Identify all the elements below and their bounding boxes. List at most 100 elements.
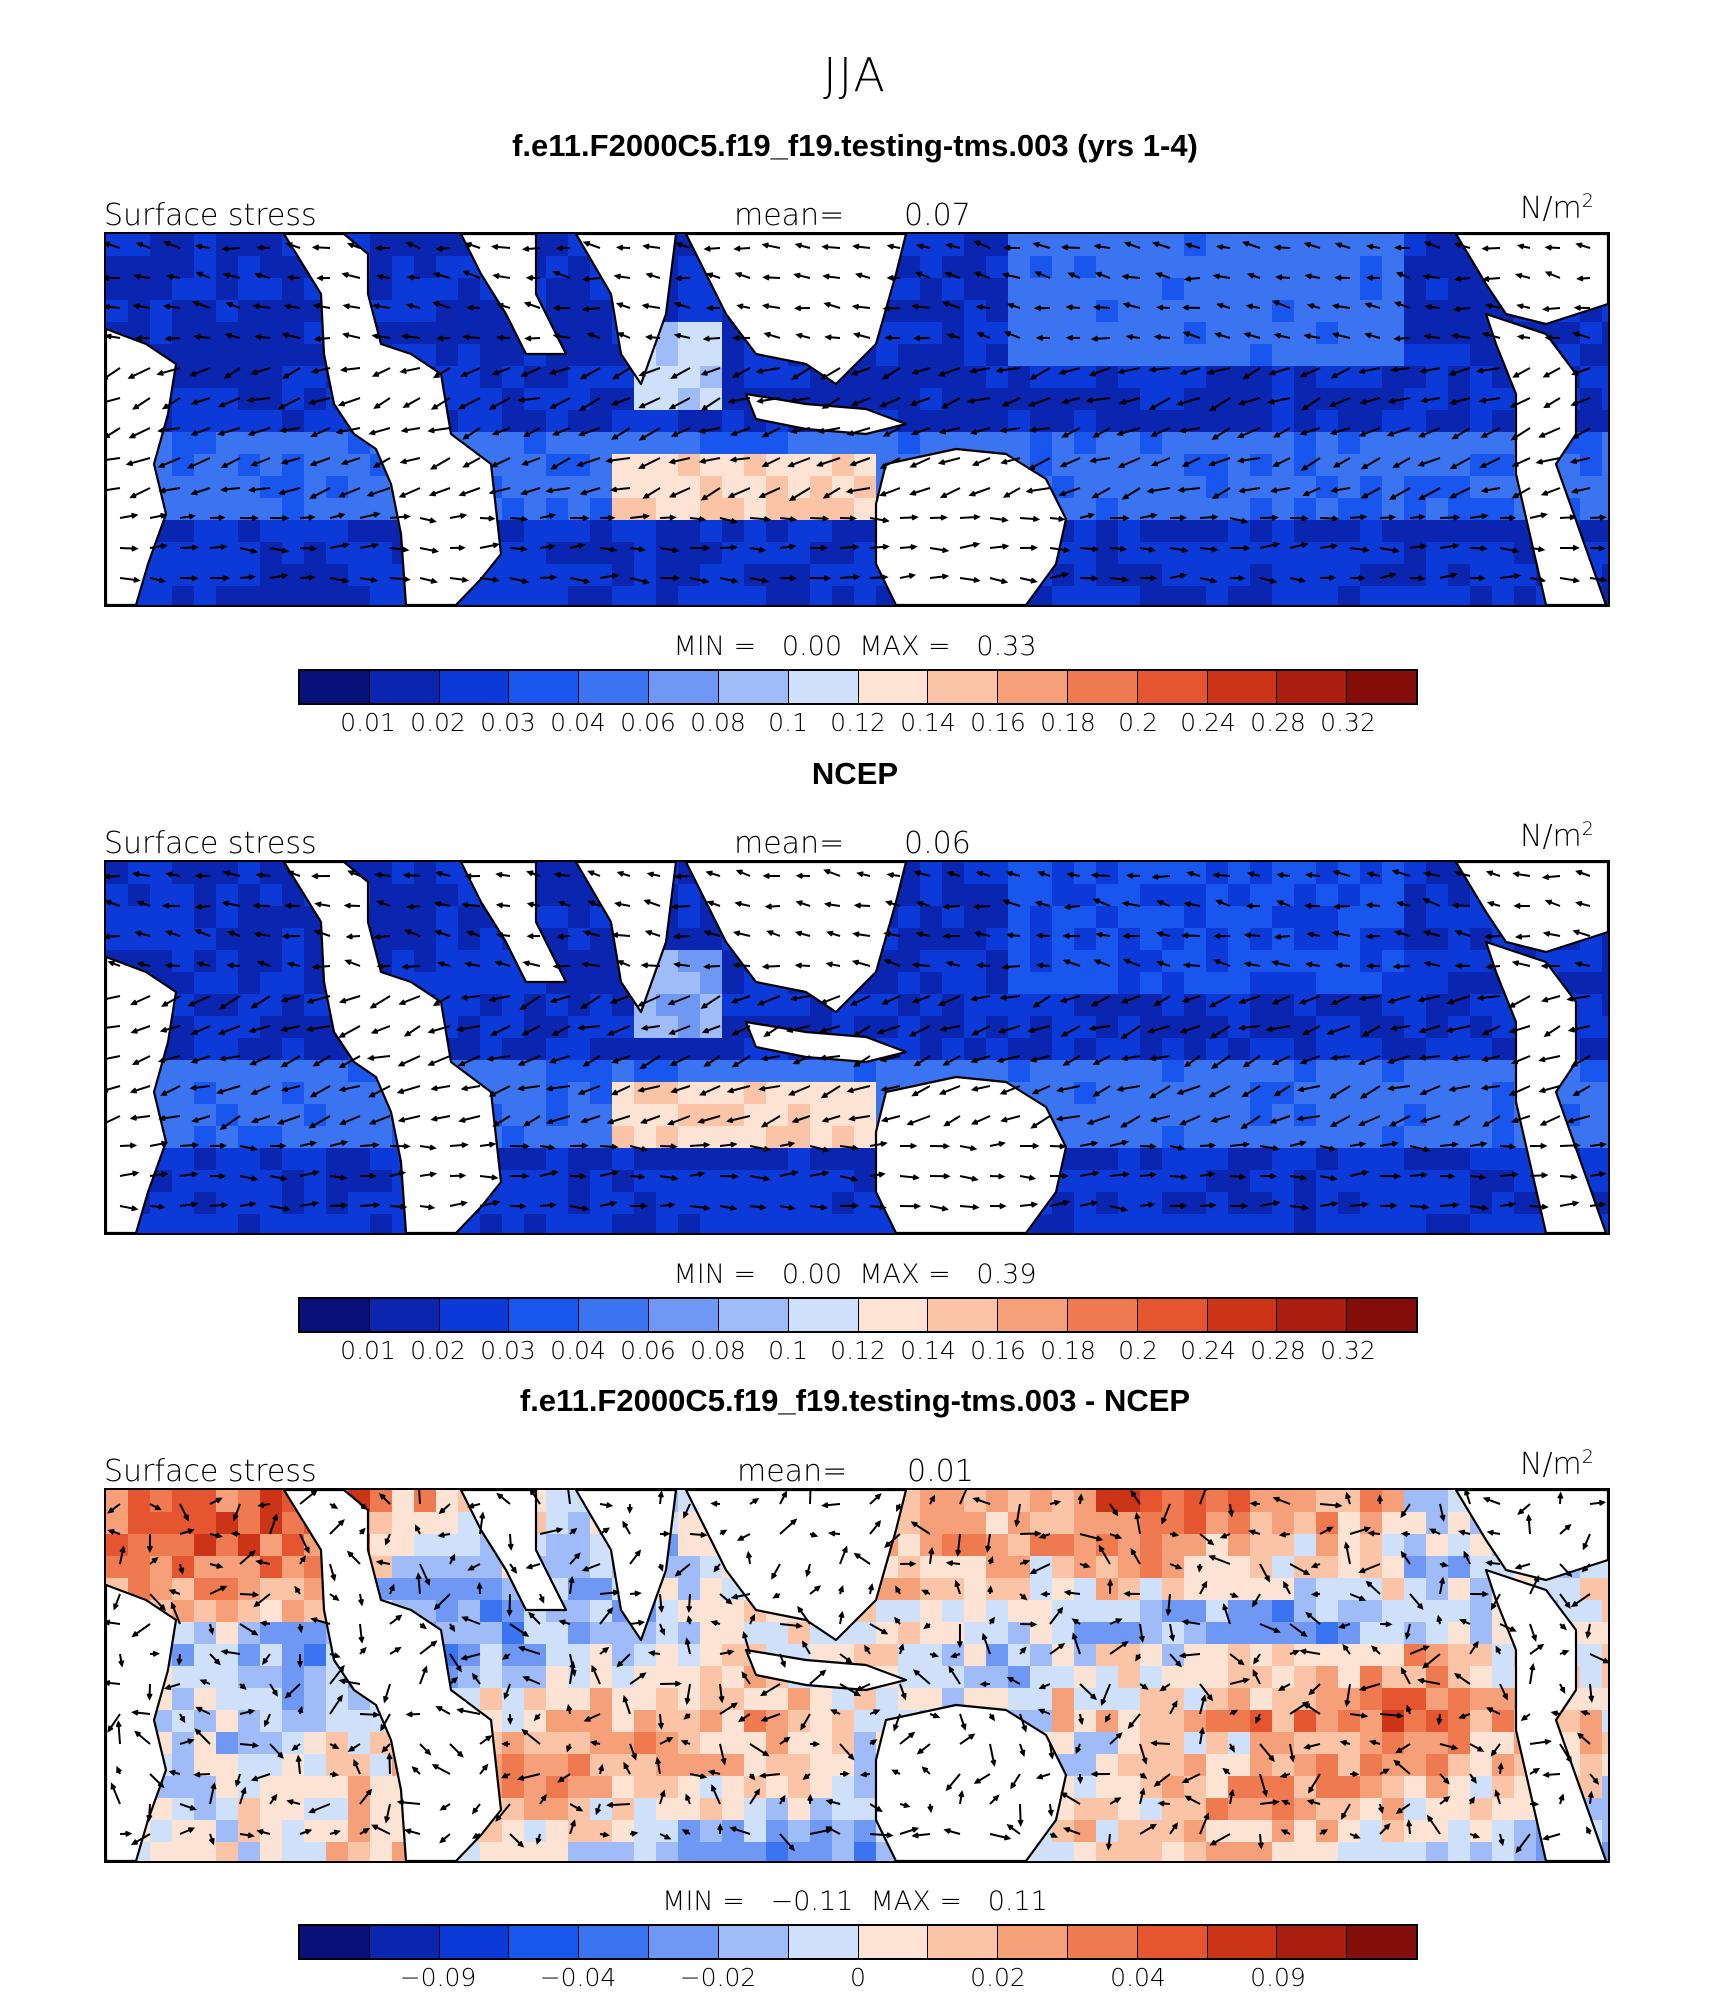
wind-vector: [358, 1623, 365, 1644]
wind-vector: [538, 1593, 545, 1604]
wind-vector: [342, 303, 361, 310]
wind-vector: [399, 367, 421, 374]
panel-1-min-value: 0.00: [781, 631, 843, 662]
wind-vector: [471, 1832, 481, 1839]
wind-vector: [1345, 1491, 1352, 1505]
wind-vector: [1092, 427, 1111, 438]
wind-vector: [344, 959, 361, 967]
wind-vector: [1035, 962, 1051, 969]
wind-vector: [638, 397, 661, 409]
wind-vector: [256, 960, 271, 967]
wind-vector: [1006, 1676, 1021, 1685]
panel-3-colorbar-ticks: −0.09 −0.04 −0.02 0 0.02 0.04 0.09: [298, 1963, 1418, 1995]
wind-vector: [700, 487, 721, 501]
wind-vector: [156, 367, 181, 376]
wind-vector: [1449, 397, 1471, 405]
wind-vector: [779, 1736, 791, 1745]
wind-vector: [427, 1025, 451, 1034]
wind-vector: [899, 543, 918, 551]
wind-vector: [519, 995, 541, 1011]
wind-vector: [285, 242, 301, 249]
wind-vector: [496, 334, 511, 341]
wind-vector: [1306, 1799, 1321, 1806]
wind-vector: [1161, 1503, 1171, 1525]
wind-vector: [312, 303, 331, 310]
wind-vector: [209, 1532, 223, 1539]
wind-vector: [548, 1055, 571, 1064]
wind-vector: [509, 1173, 530, 1180]
wind-vector: [280, 1025, 301, 1033]
wind-vector: [404, 1828, 421, 1835]
wind-vector: [427, 1055, 451, 1066]
wind-vector: [1358, 1683, 1381, 1692]
wind-vector: [1529, 1643, 1545, 1655]
wind-vector: [1165, 1593, 1172, 1617]
wind-vector: [1130, 1547, 1141, 1565]
wind-vector: [1212, 872, 1231, 879]
wind-vector: [1422, 930, 1441, 937]
wind-vector: [106, 427, 121, 439]
wind-vector: [973, 1773, 991, 1784]
wind-vector: [299, 1533, 310, 1554]
wind-vector: [1061, 397, 1081, 405]
wind-vector: [987, 1555, 994, 1565]
wind-vector: [852, 243, 871, 250]
wind-vector: [239, 1591, 260, 1598]
wind-vector: [1349, 1141, 1367, 1148]
wind-vector: [1343, 1541, 1351, 1565]
wind-vector: [359, 576, 379, 583]
wind-vector: [1349, 1169, 1370, 1177]
wind-vector: [253, 272, 271, 279]
wind-vector: [880, 1085, 901, 1092]
wind-vector: [1390, 366, 1411, 373]
wind-vector: [501, 1653, 511, 1660]
wind-vector: [136, 900, 151, 907]
wind-vector: [1276, 872, 1291, 879]
wind-vector: [779, 1653, 786, 1669]
wind-vector: [1109, 1618, 1123, 1625]
wind-vector: [612, 367, 631, 380]
wind-vector: [1093, 304, 1111, 311]
wind-vector: [1199, 514, 1219, 521]
colorbar-swatch: [857, 1926, 928, 1958]
wind-vector: [329, 1202, 349, 1209]
wind-vector: [943, 1828, 961, 1835]
wind-vector: [1049, 1606, 1064, 1625]
colorbar-tick-label: 0.14: [900, 708, 956, 737]
wind-vector: [520, 367, 541, 377]
wind-vector: [569, 1552, 581, 1565]
wind-vector: [1319, 1201, 1339, 1208]
wind-vector: [609, 486, 631, 493]
wind-vector: [809, 1531, 819, 1538]
wind-vector: [976, 870, 991, 877]
wind-vector: [864, 1644, 871, 1655]
wind-vector: [358, 1593, 365, 1607]
wind-vector: [719, 544, 738, 551]
wind-vector: [1251, 1593, 1261, 1608]
wind-vector: [131, 1623, 151, 1638]
wind-vector: [189, 367, 211, 377]
wind-vector: [599, 1502, 614, 1509]
wind-vector: [338, 995, 361, 1004]
colorbar-swatch: [1136, 1299, 1207, 1331]
wind-vector: [479, 1174, 499, 1181]
wind-vector: [106, 1055, 121, 1062]
wind-vector: [1566, 1115, 1591, 1124]
wind-vector: [1001, 397, 1021, 407]
wind-vector: [1439, 1201, 1460, 1209]
wind-vector: [405, 241, 421, 249]
wind-vector: [1454, 929, 1471, 937]
wind-vector: [1386, 427, 1411, 437]
wind-vector: [1486, 1529, 1501, 1536]
wind-vector: [929, 547, 950, 554]
wind-vector: [430, 1085, 451, 1092]
wind-vector: [1179, 1025, 1201, 1034]
wind-vector: [389, 1583, 395, 1595]
wind-vector: [179, 544, 199, 551]
wind-vector: [946, 333, 961, 339]
wind-vector: [106, 241, 121, 249]
wind-vector: [626, 1503, 633, 1514]
wind-vector: [380, 1713, 391, 1732]
wind-vector: [1558, 1793, 1565, 1805]
wind-vector: [1213, 933, 1231, 940]
